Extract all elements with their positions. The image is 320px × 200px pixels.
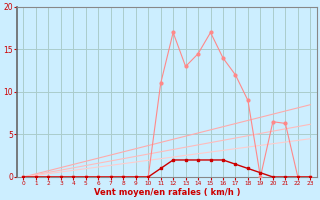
X-axis label: Vent moyen/en rafales ( km/h ): Vent moyen/en rafales ( km/h ) — [94, 188, 240, 197]
